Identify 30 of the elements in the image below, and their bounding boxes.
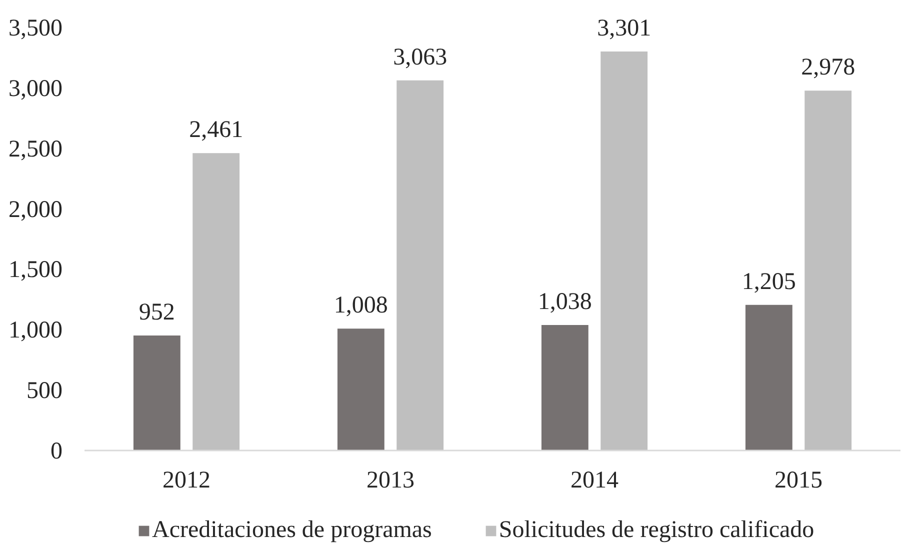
bar bbox=[133, 335, 180, 450]
data-label: 1,205 bbox=[742, 268, 796, 295]
y-tick-label: 2,500 bbox=[8, 136, 62, 162]
y-tick-label: 1,000 bbox=[8, 318, 62, 344]
data-label: 3,301 bbox=[597, 16, 652, 42]
y-tick-label: 1,500 bbox=[8, 257, 62, 284]
bar bbox=[337, 328, 384, 450]
x-tick-label: 2014 bbox=[570, 468, 618, 494]
y-tick-label: 0 bbox=[50, 438, 62, 464]
bar bbox=[396, 80, 444, 450]
data-label: 1,008 bbox=[334, 292, 388, 319]
legend-label: Acreditaciones de programas bbox=[152, 517, 432, 544]
x-tick-label: 2012 bbox=[162, 468, 210, 494]
data-label: 3,063 bbox=[393, 44, 448, 70]
data-label: 2,461 bbox=[189, 117, 244, 144]
bar bbox=[745, 304, 792, 450]
y-tick-label: 500 bbox=[26, 378, 62, 404]
bar bbox=[804, 90, 852, 450]
y-tick-label: 3,000 bbox=[8, 76, 62, 102]
y-tick-label: 2,000 bbox=[8, 196, 62, 223]
x-tick-label: 2013 bbox=[366, 468, 414, 494]
data-label: 1,038 bbox=[538, 289, 592, 316]
legend-label: Solicitudes de registro calificado bbox=[498, 517, 814, 544]
data-label: 2,978 bbox=[801, 54, 856, 81]
y-tick-label: 3,500 bbox=[8, 16, 62, 42]
bar bbox=[541, 325, 588, 450]
bar bbox=[600, 52, 648, 450]
bar bbox=[192, 153, 240, 450]
x-tick-label: 2015 bbox=[774, 468, 822, 494]
data-label: 952 bbox=[138, 299, 175, 326]
